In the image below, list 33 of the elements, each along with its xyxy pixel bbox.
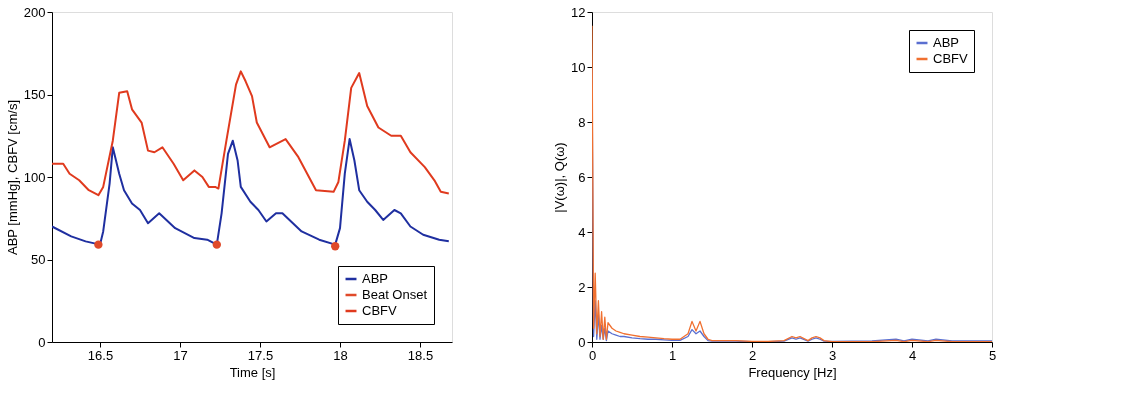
y-axis-title: |V(ω)|, Q(ω) bbox=[552, 142, 568, 213]
x-axis-title: Frequency [Hz] bbox=[748, 364, 837, 380]
y-tick-label: 12 bbox=[571, 4, 586, 20]
y-tick-label: 50 bbox=[31, 252, 46, 267]
x-tick-label: 18 bbox=[333, 347, 348, 363]
y-tick-label: 10 bbox=[571, 59, 586, 75]
x-tick-label: 2 bbox=[748, 347, 757, 363]
y-tick-label: 0 bbox=[578, 334, 586, 350]
x-tick-label: 17 bbox=[173, 347, 188, 363]
legend-label: ABP bbox=[933, 35, 960, 50]
y-axis-title: ABP [mmHg], CBFV [cm/s] bbox=[4, 99, 20, 256]
legend-label: Beat Onset bbox=[362, 287, 428, 302]
y-tick-label: 150 bbox=[23, 87, 46, 102]
x-tick-label: 3 bbox=[828, 347, 837, 363]
y-tick-label: 8 bbox=[578, 114, 586, 130]
y-tick-label: 4 bbox=[578, 224, 586, 240]
y-tick-label: 100 bbox=[23, 169, 46, 185]
y-tick-label: 200 bbox=[23, 4, 46, 20]
x-tick-label: 4 bbox=[908, 347, 917, 363]
y-tick-label: 6 bbox=[578, 169, 586, 185]
x-tick-label: 17.5 bbox=[247, 347, 274, 363]
y-tick-label: 2 bbox=[578, 279, 586, 295]
legend-label: CBFV bbox=[362, 303, 397, 318]
x-tick-label: 1 bbox=[668, 347, 677, 363]
x-tick-label: 5 bbox=[988, 347, 997, 363]
line-series bbox=[52, 70, 450, 197]
legend-label: ABP bbox=[362, 271, 389, 286]
x-axis-title: Time [s] bbox=[229, 364, 276, 380]
y-tick-label: 0 bbox=[38, 334, 46, 350]
x-tick-label: 18.5 bbox=[407, 347, 434, 363]
x-tick-label: 0 bbox=[588, 347, 597, 363]
legend-label: CBFV bbox=[933, 51, 968, 66]
x-tick-label: 16.5 bbox=[87, 347, 114, 363]
